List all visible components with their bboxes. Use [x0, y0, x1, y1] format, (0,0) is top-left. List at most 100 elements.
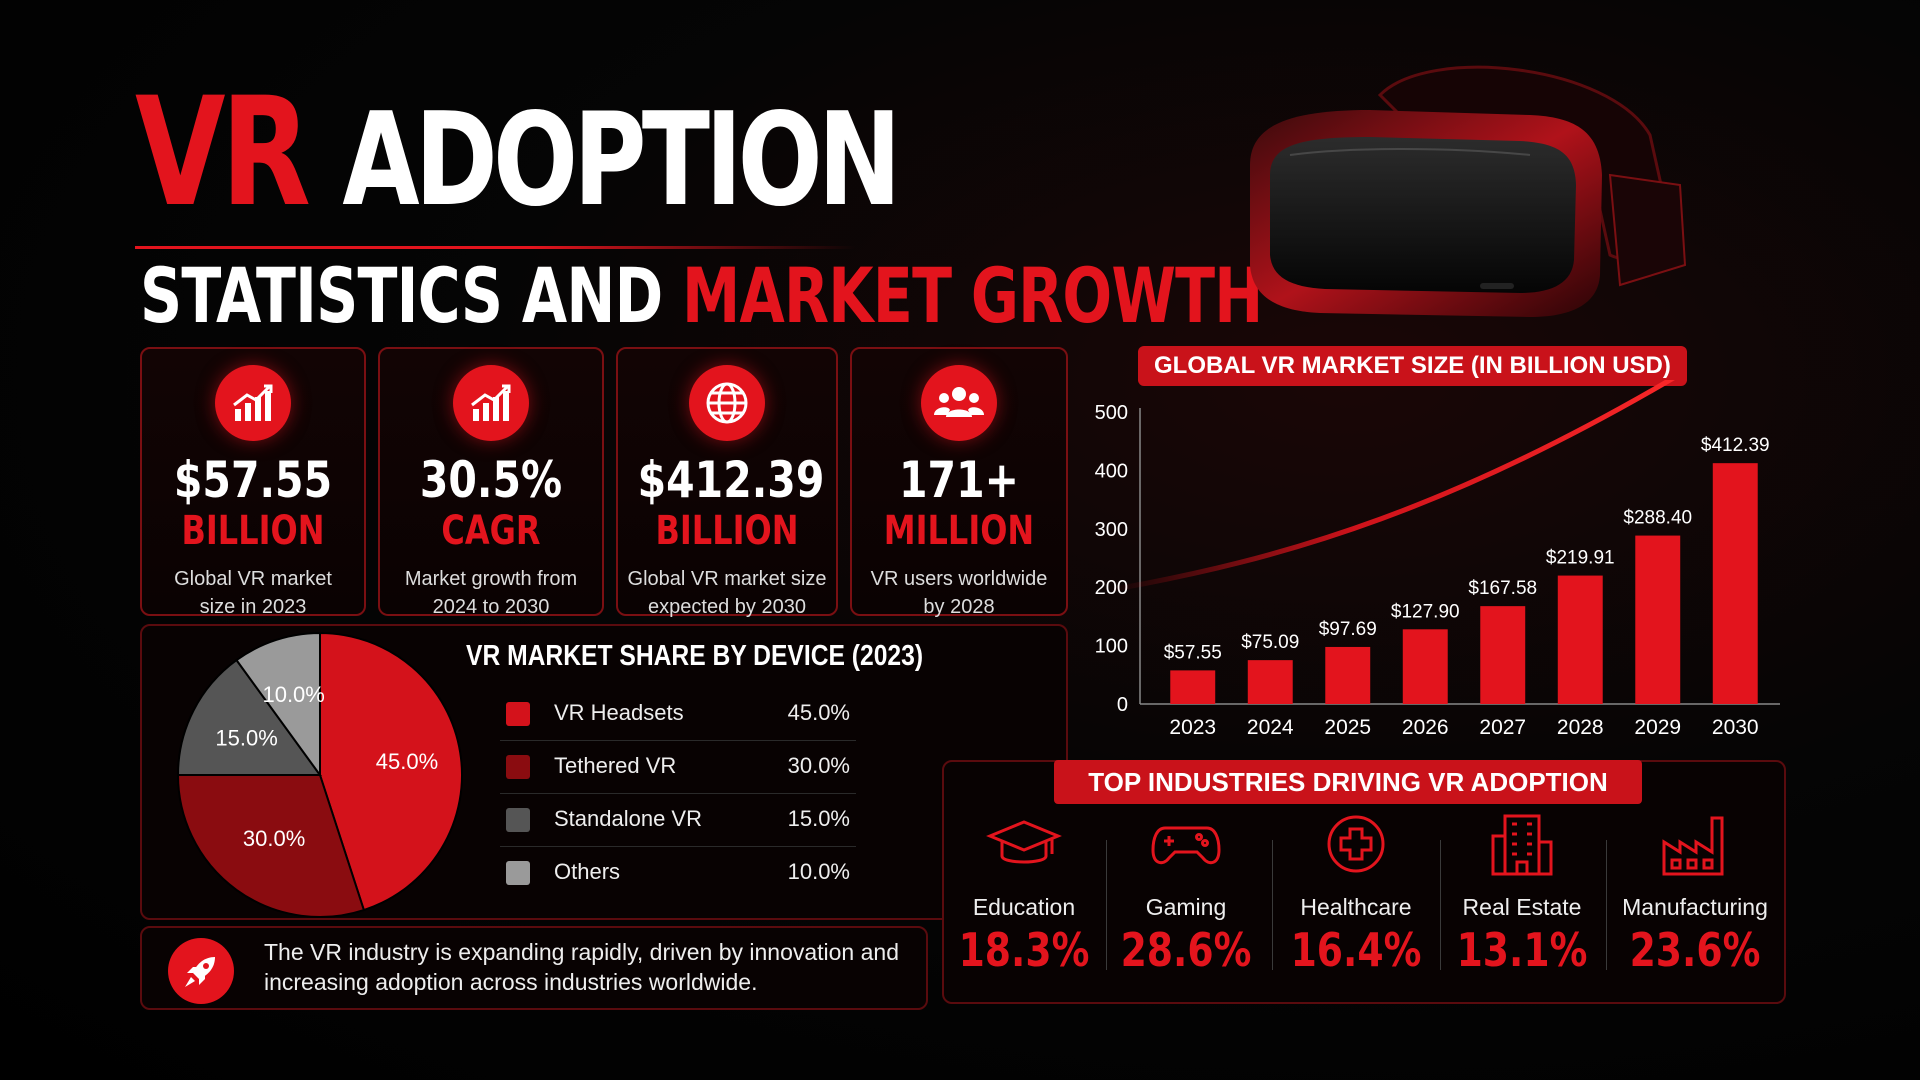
stat-card-market-2023: $57.55 BILLION Global VR market size in 2… — [140, 347, 366, 618]
pie-slice-label: 10.0% — [262, 682, 324, 707]
bar-2029 — [1635, 535, 1681, 704]
rocket-icon — [168, 938, 234, 1004]
title-vr: VR — [135, 66, 311, 240]
y-tick-label: 100 — [1095, 636, 1128, 658]
industry-value: 23.6% — [1629, 923, 1761, 977]
bar-value-label: $57.55 — [1164, 642, 1222, 663]
y-tick-label: 300 — [1095, 519, 1128, 541]
pie-slice — [235, 631, 321, 779]
x-tick-label: 2027 — [1479, 716, 1526, 739]
industry-name: Gaming — [1145, 894, 1227, 920]
bar-value-label: $288.40 — [1623, 508, 1692, 529]
legend-item-tethered: Tethered VR 30.0% — [500, 741, 856, 794]
legend-item-standalone: Standalone VR 15.0% — [500, 794, 856, 847]
stat-description: Global VR market size expected by 2030 — [627, 568, 827, 618]
pie-slice-label: 45.0% — [376, 749, 438, 774]
pie-slice — [176, 658, 322, 776]
gamepad-icon — [1102, 812, 1270, 876]
bar-value-label: $97.69 — [1319, 619, 1377, 640]
divider — [1272, 840, 1273, 970]
industry-name: Healthcare — [1300, 894, 1412, 920]
summary-text: The VR industry is expanding rapidly, dr… — [264, 939, 899, 995]
legend-value: 45.0% — [787, 700, 850, 725]
stat-description: VR users worldwide by 2028 — [870, 568, 1048, 618]
x-tick-label: 2023 — [1169, 716, 1216, 739]
y-tick-label: 0 — [1117, 694, 1128, 716]
legend-value: 30.0% — [787, 753, 850, 778]
industry-manufacturing: Manufacturing 23.6% — [1610, 812, 1780, 973]
legend-label: Standalone VR — [554, 806, 702, 831]
industry-name: Education — [972, 894, 1076, 920]
x-tick-label: 2024 — [1247, 716, 1294, 739]
page-title: VR ADOPTION — [135, 78, 901, 228]
growth-arrow — [1109, 380, 1675, 593]
stat-unit: MILLION — [883, 508, 1035, 554]
industry-real-estate: Real Estate 13.1% — [1438, 812, 1606, 973]
stat-value: 30.5% — [419, 451, 563, 509]
pie-chart-title: VR MARKET SHARE BY DEVICE (2023) — [466, 640, 924, 672]
legend-swatch — [506, 702, 530, 726]
title-adoption: ADOPTION — [342, 86, 901, 235]
bar-2024 — [1247, 660, 1293, 704]
industry-value: 28.6% — [1120, 923, 1252, 977]
x-tick-label: 2029 — [1634, 716, 1681, 739]
stat-value: $57.55 — [173, 451, 333, 509]
stat-value: 171+ — [899, 451, 1019, 509]
bar-2028 — [1557, 575, 1603, 704]
factory-icon — [1610, 812, 1780, 876]
industry-value: 13.1% — [1456, 923, 1588, 977]
divider — [1606, 840, 1607, 970]
device-share-pie: 45.0% 30.0% 15.0% 10.0% — [176, 631, 463, 918]
industry-name: Manufacturing — [1622, 894, 1768, 920]
industries-title: TOP INDUSTRIES DRIVING VR ADOPTION — [1054, 760, 1642, 804]
stat-card-market-2030: $412.39 BILLION Global VR market size exp… — [616, 347, 838, 618]
globe-icon — [689, 365, 765, 441]
growth-chart-icon — [215, 365, 291, 441]
bar-value-label: $75.09 — [1241, 632, 1299, 653]
pie-slice-label: 30.0% — [243, 826, 305, 851]
stat-unit: BILLION — [655, 508, 799, 554]
stat-unit: BILLION — [181, 508, 325, 554]
industry-value: 18.3% — [958, 923, 1090, 977]
divider — [1106, 840, 1107, 970]
stat-unit: CAGR — [441, 508, 541, 554]
stat-description: Global VR market size in 2023 — [174, 568, 332, 618]
x-tick-label: 2028 — [1557, 716, 1604, 739]
y-tick-label: 500 — [1095, 402, 1128, 424]
legend-label: Others — [554, 859, 621, 884]
bar-value-label: $127.90 — [1391, 601, 1460, 622]
vr-headset-image — [1250, 65, 1687, 317]
x-tick-label: 2030 — [1712, 716, 1759, 739]
medical-cross-icon — [1272, 812, 1440, 876]
legend-swatch — [506, 861, 530, 885]
industry-gaming: Gaming 28.6% — [1102, 812, 1270, 973]
bar-chart-title: GLOBAL VR MARKET SIZE (IN BILLION USD) — [1138, 346, 1687, 386]
bar-2023 — [1170, 670, 1216, 704]
page-subtitle: STATISTICS AND MARKET GROWTH — [140, 258, 1263, 334]
users-icon — [921, 365, 997, 441]
bar-2027 — [1480, 606, 1526, 704]
pie-slice-label: 15.0% — [215, 726, 277, 751]
stat-description: Market growth from 2024 to 2030 — [404, 568, 578, 618]
stat-card-cagr: 30.5% CAGR Market growth from 2024 to 203… — [378, 347, 604, 618]
industry-education: Education 18.3% — [940, 812, 1108, 973]
bar-value-label: $412.39 — [1701, 435, 1770, 456]
stat-card-users: 171+ MILLION VR users worldwide by 2028 — [850, 347, 1068, 618]
pie-slice — [176, 774, 366, 918]
building-icon — [1438, 812, 1606, 876]
bar-value-label: $167.58 — [1468, 578, 1537, 599]
industry-name: Real Estate — [1462, 894, 1582, 920]
x-tick-label: 2025 — [1324, 716, 1371, 739]
legend-item-headsets: VR Headsets 45.0% — [500, 688, 856, 741]
legend-swatch — [506, 755, 530, 779]
bar-value-label: $219.91 — [1546, 548, 1615, 569]
graduation-cap-icon — [940, 812, 1108, 876]
subtitle-red: MARKET GROWTH — [682, 251, 1263, 340]
y-tick-label: 400 — [1095, 460, 1128, 482]
bar-2026 — [1402, 629, 1448, 704]
pie-slice — [319, 631, 463, 912]
bar-2030 — [1712, 463, 1758, 704]
industry-healthcare: Healthcare 16.4% — [1272, 812, 1440, 973]
subtitle-white: STATISTICS AND — [140, 251, 663, 340]
